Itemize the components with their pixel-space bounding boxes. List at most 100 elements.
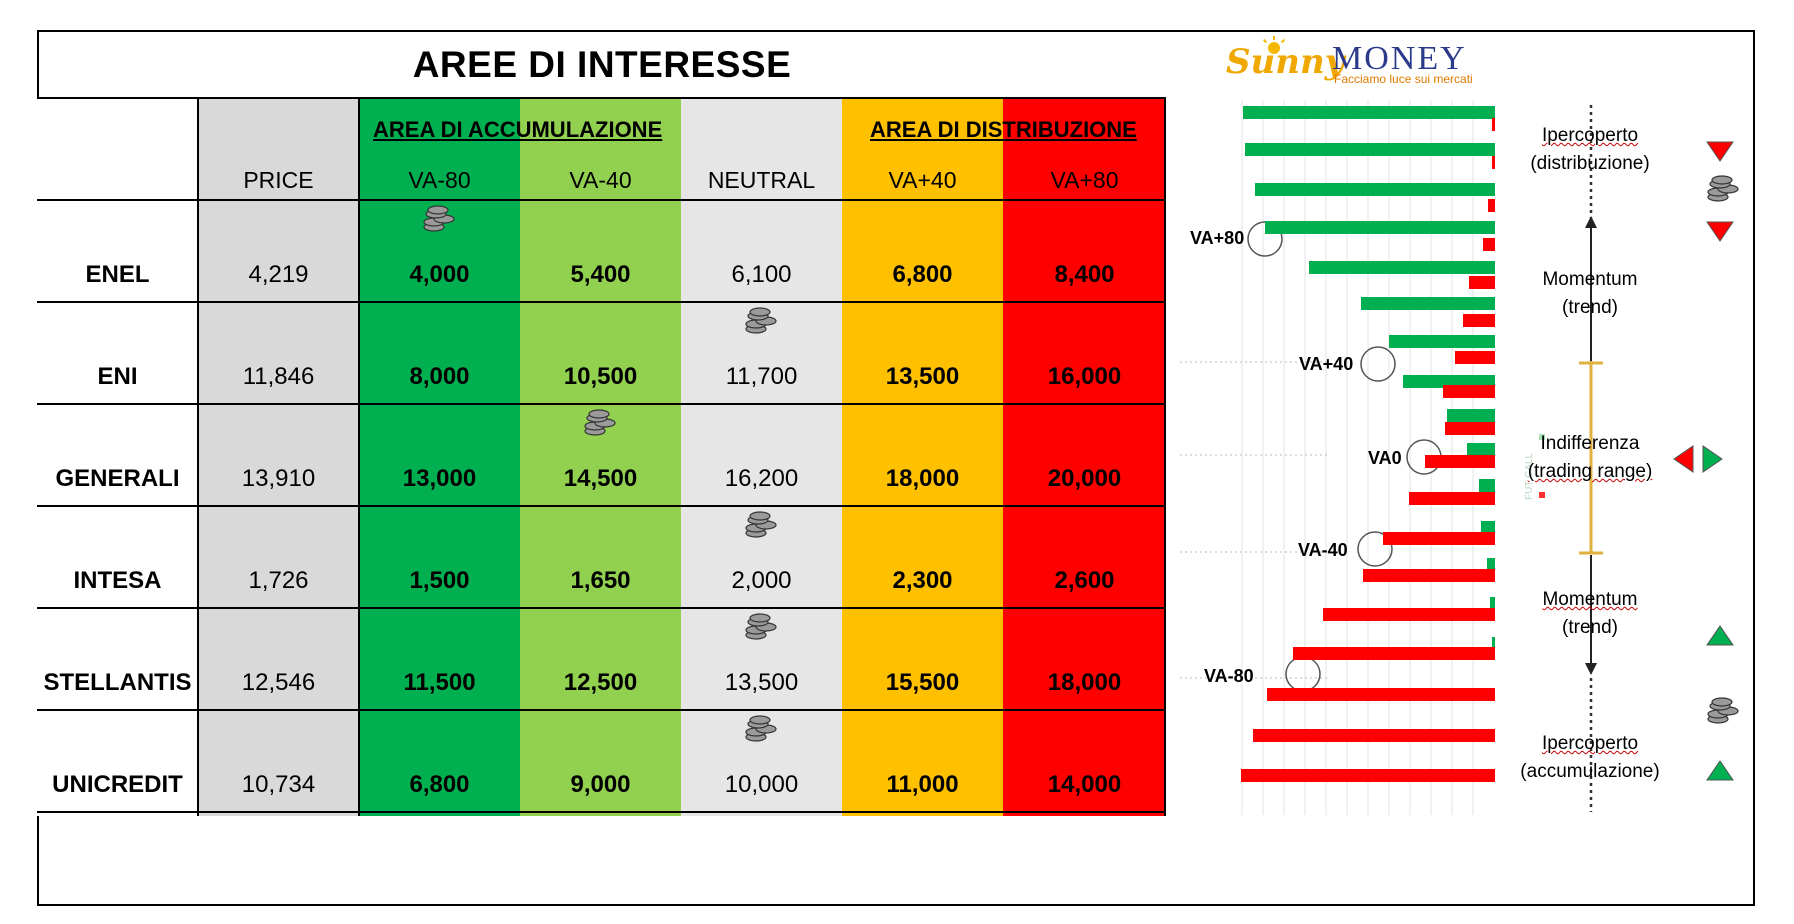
table-cell: 13,000 [402, 465, 477, 492]
put-volume-bar [1253, 729, 1495, 742]
col-divider [197, 97, 199, 816]
table-cell: 13,500 [724, 669, 799, 696]
col-neutral [681, 97, 842, 816]
table-cell: 13,910 [241, 465, 316, 492]
logo: Sunny MONEY Facciamo luce sui mercati [1222, 36, 1492, 86]
table-cell: 18,000 [1047, 669, 1122, 696]
put-volume-bar [1488, 199, 1495, 212]
call-volume-bar [1479, 479, 1495, 492]
table-cell: 15,500 [885, 669, 960, 696]
header-price: PRICE [243, 167, 314, 193]
put-volume-bar [1492, 156, 1495, 169]
table-cell: 2,000 [731, 567, 792, 594]
level-label-va+40: VA+40 [1299, 354, 1354, 374]
group-accumulation: AREA DI ACCUMULAZIONE [373, 117, 663, 142]
row-divider [37, 709, 1166, 711]
row-name: ENI [97, 363, 138, 390]
coins-icon [744, 715, 778, 745]
row-divider [37, 505, 1166, 507]
zone-subtitle: (trend) [1562, 617, 1618, 638]
header-va-80: VA-80 [408, 167, 471, 193]
call-volume-bar [1481, 521, 1495, 534]
table-cell: 2,300 [892, 567, 953, 594]
coins-icon [744, 511, 778, 541]
put-volume-bar [1469, 276, 1495, 289]
put-volume-bar [1409, 492, 1495, 505]
level-label-va-40: VA-40 [1298, 540, 1348, 560]
table-cell: 20,000 [1047, 465, 1122, 492]
zone-title: Momentum [1542, 269, 1638, 290]
zone-overbought-accumulation: Ipercoperto (accumulazione) [1505, 730, 1675, 786]
zone-momentum-lower: Momentum (trend) [1505, 586, 1675, 642]
coins-icon [744, 307, 778, 337]
col-price [198, 97, 359, 816]
row-divider [37, 607, 1166, 609]
put-volume-bar [1445, 422, 1495, 435]
table-cell: 5,400 [570, 261, 631, 288]
table-cell: 12,500 [563, 669, 638, 696]
logo-word-money: MONEY [1332, 40, 1467, 77]
row-name: ENEL [85, 261, 150, 288]
row-name: STELLANTIS [43, 669, 192, 696]
table-cell: 14,500 [563, 465, 638, 492]
call-volume-bar [1265, 221, 1495, 234]
table-border-right [1164, 97, 1166, 816]
call-volume-bar [1492, 637, 1495, 650]
table-cell: 14,000 [1047, 771, 1122, 798]
table-cell: 16,000 [1047, 363, 1122, 390]
page-title: AREE DI INTERESSE [412, 44, 792, 85]
logo-word-sunny: Sunny [1226, 42, 1345, 82]
put-volume-bar [1463, 314, 1495, 327]
row-divider [37, 301, 1166, 303]
level-label-va0: VA0 [1368, 448, 1402, 468]
put-volume-bar [1323, 608, 1495, 621]
call-volume-bar [1487, 558, 1495, 571]
table-border-bottom [37, 811, 1166, 813]
table-cell: 2,600 [1054, 567, 1115, 594]
table-cell: 1,500 [409, 567, 470, 594]
level-label-va-80: VA-80 [1204, 666, 1254, 686]
put-volume-bar [1293, 647, 1495, 660]
sun-logo-icon [1262, 36, 1286, 54]
level-label-va+80: VA+80 [1190, 228, 1245, 248]
put-volume-bar [1363, 569, 1495, 582]
put-volume-bar [1483, 238, 1495, 251]
logo-tagline: Facciamo luce sui mercati [1334, 72, 1473, 86]
call-volume-bar [1245, 143, 1495, 156]
zone-title: Ipercoperto [1541, 733, 1639, 754]
put-volume-bar [1241, 769, 1495, 782]
interest-areas-table: AREA DI ACCUMULAZIONE AREA DI DISTRIBUZI… [37, 97, 1166, 816]
table-cell: 10,500 [563, 363, 638, 390]
row-name: GENERALI [55, 465, 180, 492]
row-divider [37, 403, 1166, 405]
zone-title: Ipercoperto [1541, 125, 1639, 146]
call-volume-bar [1403, 375, 1495, 388]
table-cell: 1,726 [248, 567, 309, 594]
table-cell: 6,100 [731, 261, 792, 288]
header-va+80: VA+80 [1050, 167, 1119, 193]
put-volume-bar [1267, 688, 1495, 701]
zone-subtitle: (distribuzione) [1530, 153, 1650, 174]
table-cell: 16,200 [724, 465, 799, 492]
zone-title: Indifferenza [1540, 433, 1640, 454]
put-volume-bar [1425, 455, 1495, 468]
header-neutral: NEUTRAL [707, 167, 816, 193]
coins-icon [583, 409, 617, 439]
volume-profile-diagram: VA+80 VA+40 VA0 VA-40 VA-80 FUT CALL Ipe… [1180, 100, 1740, 820]
col-divider [358, 97, 360, 816]
row-name: UNICREDIT [52, 771, 183, 798]
table-cell: 9,000 [570, 771, 631, 798]
table-cell: 11,000 [886, 771, 959, 798]
table-cell: 11,500 [403, 669, 476, 696]
put-volume-bar [1443, 385, 1495, 398]
zone-subtitle: (accumulazione) [1520, 761, 1660, 782]
put-volume-bar [1383, 532, 1495, 545]
table-cell: 6,800 [892, 261, 953, 288]
table-cell: 8,000 [409, 363, 470, 390]
zone-subtitle: (trading range) [1527, 461, 1653, 482]
header-va+40: VA+40 [888, 167, 957, 193]
table-cell: 10,000 [724, 771, 799, 798]
table-cell: 1,650 [570, 567, 631, 594]
col-name [37, 97, 198, 816]
zone-title: Momentum [1542, 589, 1638, 610]
